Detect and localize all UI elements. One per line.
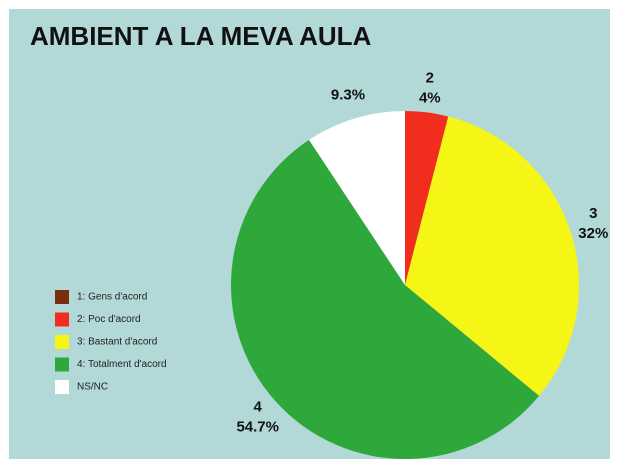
value-label: 9.3% xyxy=(331,86,365,103)
slice-label: 4 xyxy=(254,398,263,415)
slice-label: 3 xyxy=(589,205,597,222)
legend-label: 1: Gens d'acord xyxy=(77,292,147,303)
slice-label: 2 xyxy=(426,70,434,87)
value-label: 32% xyxy=(578,225,608,242)
value-label: 4% xyxy=(419,90,441,107)
legend-label: NS/NC xyxy=(77,382,108,393)
legend-swatch xyxy=(55,335,69,349)
chart: AMBIENT A LA MEVA AULA 2 4% 3 32% 4 54.7% 9.3%… xyxy=(0,0,619,468)
legend-label: 4: Totalment d'acord xyxy=(77,359,167,370)
legend-label: 2: Poc d'acord xyxy=(77,314,141,325)
legend-swatch xyxy=(55,380,69,394)
value-label: 54.7% xyxy=(236,418,279,435)
legend-swatch xyxy=(55,358,69,372)
legend-swatch xyxy=(55,290,69,304)
legend-swatch xyxy=(55,313,69,327)
chart-title: AMBIENT A LA MEVA AULA xyxy=(30,21,372,51)
legend-label: 3: Bastant d'acord xyxy=(77,337,157,348)
